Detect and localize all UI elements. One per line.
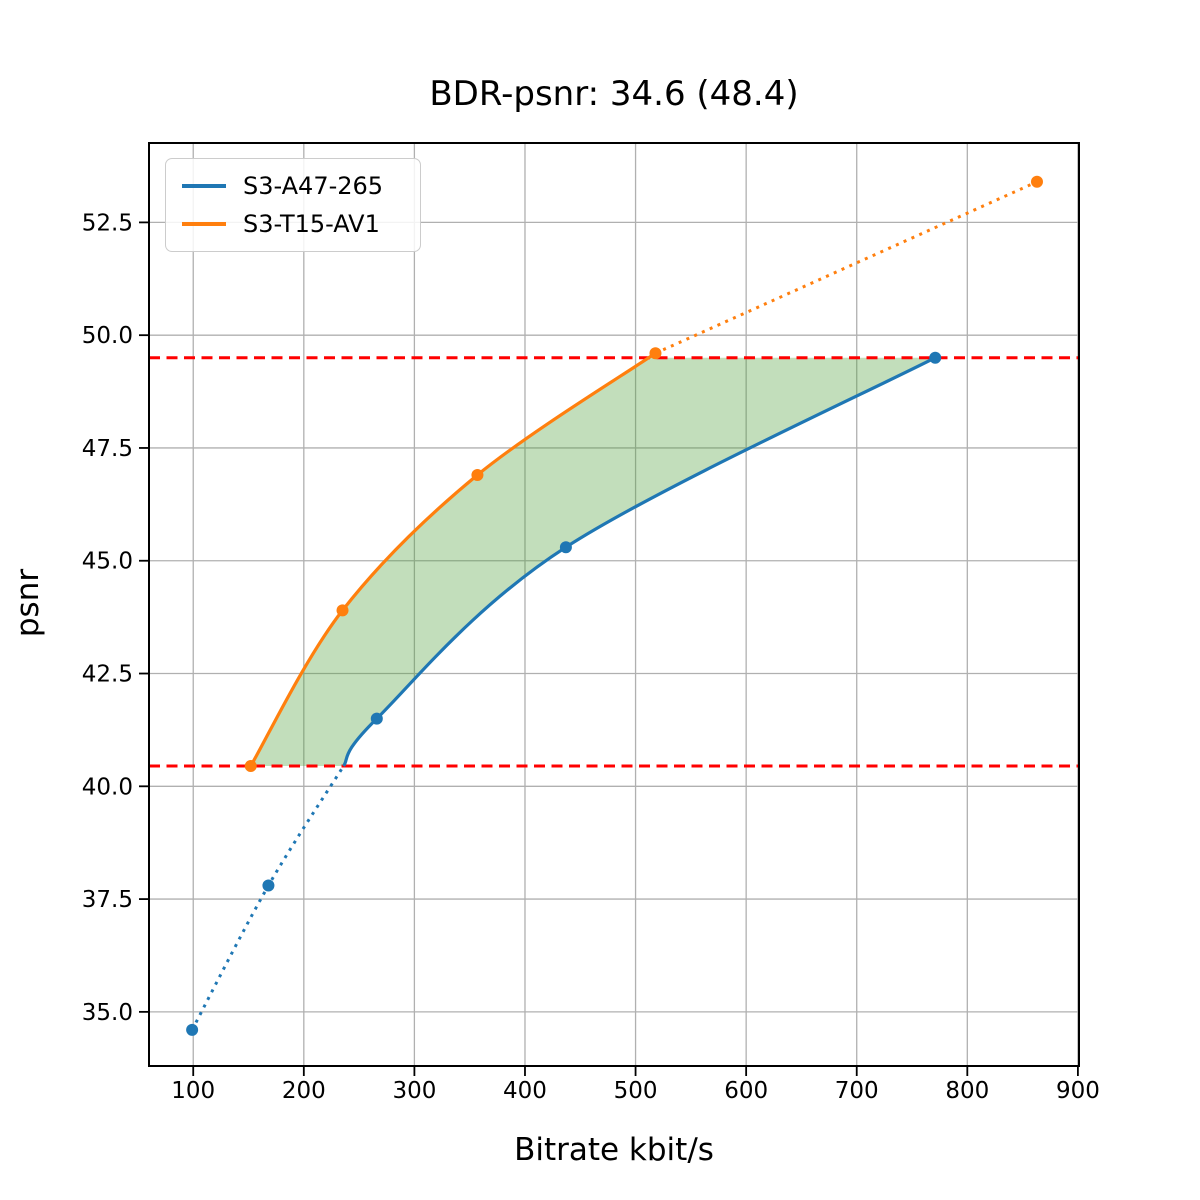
data-point-S3-T15-AV1 bbox=[1030, 175, 1043, 188]
data-point-S3-A47-265 bbox=[262, 879, 275, 892]
data-point-S3-T15-AV1 bbox=[336, 604, 349, 617]
x-tick-label: 900 bbox=[1056, 1078, 1100, 1104]
y-axis-label: psnr bbox=[10, 568, 46, 638]
x-tick-label: 500 bbox=[614, 1078, 658, 1104]
y-tick-label: 35.0 bbox=[82, 1000, 133, 1026]
legend-line-sample-orange bbox=[182, 222, 226, 226]
data-point-S3-A47-265 bbox=[559, 541, 572, 554]
legend-line-sample-blue bbox=[182, 184, 226, 188]
chart-title: BDR-psnr: 34.6 (48.4) bbox=[429, 74, 799, 114]
y-tick-label: 42.5 bbox=[82, 662, 133, 688]
axes-spines bbox=[148, 142, 1080, 1067]
data-point-S3-T15-AV1 bbox=[471, 469, 484, 482]
y-tick-label: 40.0 bbox=[82, 774, 133, 800]
y-tick-label: 52.5 bbox=[82, 210, 133, 236]
x-tick-label: 700 bbox=[835, 1078, 879, 1104]
bd-shaded-region bbox=[250, 357, 936, 766]
y-tick-label: 37.5 bbox=[82, 887, 133, 913]
data-point-S3-T15-AV1 bbox=[244, 760, 257, 773]
x-tick-label: 100 bbox=[171, 1078, 215, 1104]
legend-label: S3-T15-AV1 bbox=[243, 210, 380, 238]
series-curve-S3-T15-AV1 bbox=[249, 351, 657, 767]
series-curve-S3-A47-265 bbox=[342, 356, 936, 767]
series-curve-S3-A47-265 bbox=[190, 765, 345, 1031]
legend-label: S3-A47-265 bbox=[243, 172, 384, 200]
series-curve-S3-T15-AV1 bbox=[654, 180, 1038, 355]
x-tick-label: 600 bbox=[724, 1078, 768, 1104]
x-tick-label: 800 bbox=[945, 1078, 989, 1104]
data-point-S3-A47-265 bbox=[186, 1023, 199, 1036]
data-point-S3-T15-AV1 bbox=[649, 347, 662, 360]
data-point-S3-A47-265 bbox=[370, 712, 383, 725]
legend-entry: S3-A47-265 bbox=[182, 171, 404, 201]
x-tick-label: 200 bbox=[282, 1078, 326, 1104]
legend: S3-A47-265 S3-T15-AV1 bbox=[165, 158, 421, 252]
y-tick-label: 45.0 bbox=[82, 549, 133, 575]
x-tick-label: 400 bbox=[503, 1078, 547, 1104]
y-tick-label: 47.5 bbox=[82, 436, 133, 462]
legend-entry: S3-T15-AV1 bbox=[182, 209, 404, 239]
y-tick-label: 50.0 bbox=[82, 323, 133, 349]
x-tick-label: 300 bbox=[392, 1078, 436, 1104]
data-point-S3-A47-265 bbox=[929, 351, 942, 364]
x-axis-label: Bitrate kbit/s bbox=[514, 1132, 714, 1168]
